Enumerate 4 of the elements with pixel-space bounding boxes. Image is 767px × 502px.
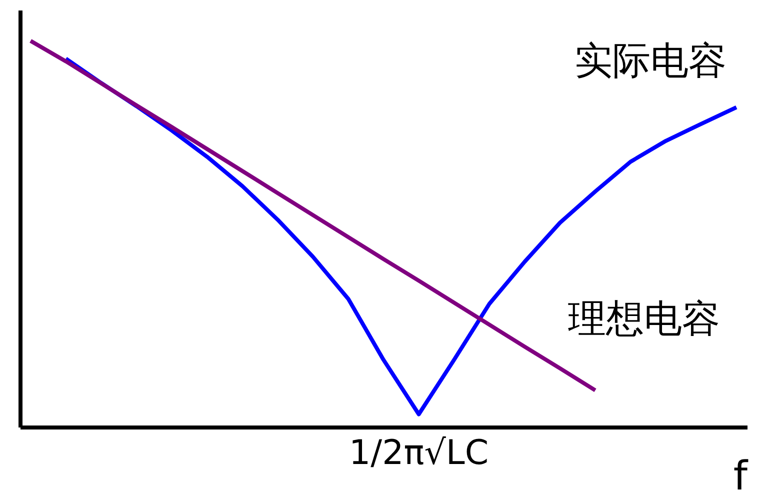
x-axis-title: f (733, 454, 748, 500)
series-label: 理想电容 (568, 296, 720, 340)
series-label: 实际电容 (574, 38, 726, 82)
text: 1/2π√LC (349, 433, 489, 473)
